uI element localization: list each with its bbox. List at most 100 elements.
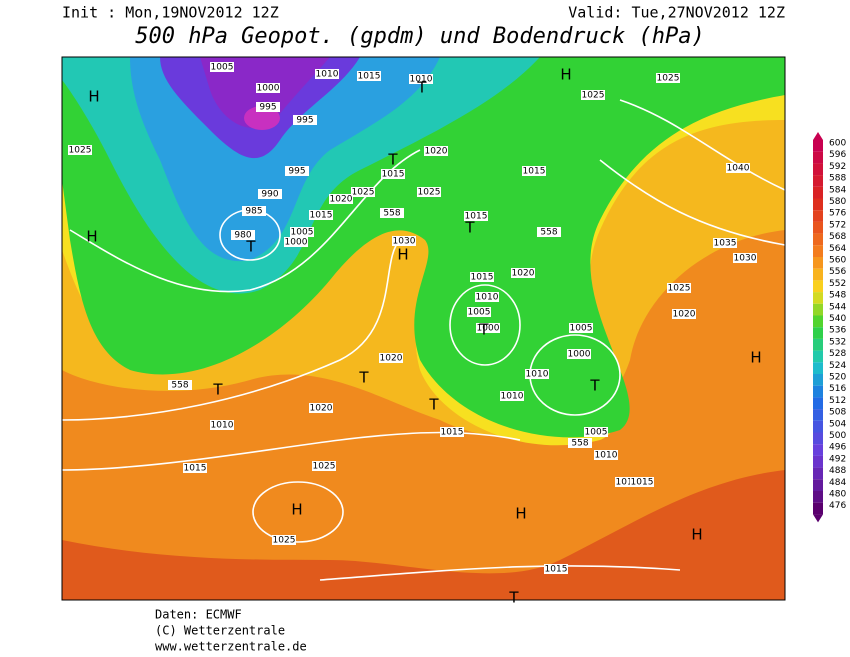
isobar-label-bg <box>544 564 568 574</box>
isobar-label-bg <box>309 210 333 220</box>
isobar-label: 1015 <box>382 170 405 180</box>
colorbar-swatch <box>813 303 823 316</box>
colorbar-swatch <box>813 245 823 257</box>
isobar-label: 1015 <box>545 565 568 575</box>
isobar-label: 1005 <box>211 63 234 73</box>
isobar-label: 1025 <box>657 74 680 84</box>
isobar-label-bg <box>568 438 592 448</box>
isobar-label: 1015 <box>631 478 654 488</box>
isobar-label: 1035 <box>714 239 737 249</box>
isobar-label-bg <box>522 166 546 176</box>
isobar-label: 1010 <box>476 293 499 303</box>
isobar-label: 1005 <box>585 428 608 438</box>
colorbar-label: 564 <box>829 244 846 254</box>
isobar-label: 990 <box>261 190 278 200</box>
isobar-label-bg <box>242 206 266 216</box>
isobar-label: 1015 <box>184 464 207 474</box>
isobar-label: 558 <box>540 228 557 238</box>
colorbar-swatch <box>813 432 823 445</box>
colorbar-label: 552 <box>829 279 846 289</box>
isobar-label: 1015 <box>471 273 494 283</box>
isobar-label-bg <box>667 283 691 293</box>
isobar-label: 1025 <box>273 536 296 546</box>
colorbar-label: 596 <box>829 150 846 160</box>
isobar-label: 1015 <box>465 212 488 222</box>
isobar-label-bg <box>537 227 561 237</box>
pressure-center: T <box>358 369 369 387</box>
isobar-label-bg <box>309 403 333 413</box>
isobar-label: 1025 <box>69 146 92 156</box>
colorbar-label: 484 <box>829 478 846 488</box>
isobar-label: 1025 <box>313 462 336 472</box>
isobar-label: 1015 <box>441 428 464 438</box>
colorbar-label: 516 <box>829 384 846 394</box>
isobar-label-bg <box>272 535 296 545</box>
pressure-center: T <box>245 238 256 256</box>
pressure-center: H <box>750 349 761 367</box>
colorbar-label: 532 <box>829 337 846 347</box>
isobar-label: 558 <box>571 439 588 449</box>
isobar-label-bg <box>357 71 381 81</box>
isobar-label-bg <box>581 90 605 100</box>
colorbar-label: 556 <box>829 267 846 277</box>
isobar-label: 1005 <box>570 324 593 334</box>
isobar-label: 1020 <box>330 195 353 205</box>
isobar-label-bg <box>567 349 591 359</box>
isobar-label-bg <box>511 268 535 278</box>
isobar-label-bg <box>284 237 308 247</box>
isobar-label: 1010 <box>410 75 433 85</box>
isobar-label-bg <box>168 380 192 390</box>
isobar-label-bg <box>594 450 618 460</box>
colorbar-label: 568 <box>829 232 846 242</box>
colorbar-swatch <box>813 397 823 410</box>
isobar-label: 1005 <box>468 308 491 318</box>
colorbar-swatch <box>813 327 823 339</box>
pressure-center: H <box>88 88 99 106</box>
colorbar-swatch <box>813 233 823 246</box>
colorbar-swatch <box>813 467 823 480</box>
colorbar-swatch <box>813 257 823 269</box>
isobar-label-bg <box>726 163 750 173</box>
colorbar-label: 560 <box>829 256 846 266</box>
colorbar-swatch <box>813 268 823 281</box>
isobar-label-bg <box>351 187 375 197</box>
colorbar-swatch <box>813 198 823 211</box>
isobar-label: 1020 <box>673 310 696 320</box>
footer-line: Daten: ECMWF <box>155 608 242 622</box>
isobar-label: 1010 <box>616 478 639 488</box>
colorbar-swatch <box>813 140 823 152</box>
isobar-label-bg <box>630 477 654 487</box>
pressure-center: T <box>464 219 475 237</box>
valid-time: Valid: Tue,27NOV2012 12Z <box>568 4 785 22</box>
colorbar-swatch <box>813 502 823 515</box>
isobar-label-bg <box>476 323 500 333</box>
isobar-label-bg <box>525 369 549 379</box>
isobar-label: 1010 <box>501 392 524 402</box>
colorbar-label: 588 <box>829 174 846 184</box>
pressure-center: T <box>212 381 223 399</box>
colorbar-label: 508 <box>829 408 846 418</box>
isobar-label-bg <box>417 187 441 197</box>
isobar-label-bg <box>500 391 524 401</box>
pressure-center: H <box>691 526 702 544</box>
pressure-center: H <box>86 228 97 246</box>
pressure-center: T <box>428 396 439 414</box>
colorbar-label: 480 <box>829 490 846 500</box>
colorbar-label: 492 <box>829 454 846 464</box>
colorbar-swatch <box>813 420 823 433</box>
colorbar-label: 576 <box>829 209 846 219</box>
isobar-label: 1020 <box>380 354 403 364</box>
footer-line: www.wetterzentrale.de <box>155 640 307 654</box>
map-frame <box>61 56 786 601</box>
isobar-label-bg <box>615 477 639 487</box>
colorbar-label: 600 <box>829 139 846 149</box>
colorbar-label: 512 <box>829 396 846 406</box>
isobar-label-bg <box>312 461 336 471</box>
isobar-label-bg <box>285 166 309 176</box>
pressure-center: T <box>387 151 398 169</box>
isobar-label-bg <box>464 211 488 221</box>
isobar-label-bg <box>329 194 353 204</box>
isobar-label: 980 <box>234 231 251 241</box>
colorbar-swatch <box>813 315 823 328</box>
